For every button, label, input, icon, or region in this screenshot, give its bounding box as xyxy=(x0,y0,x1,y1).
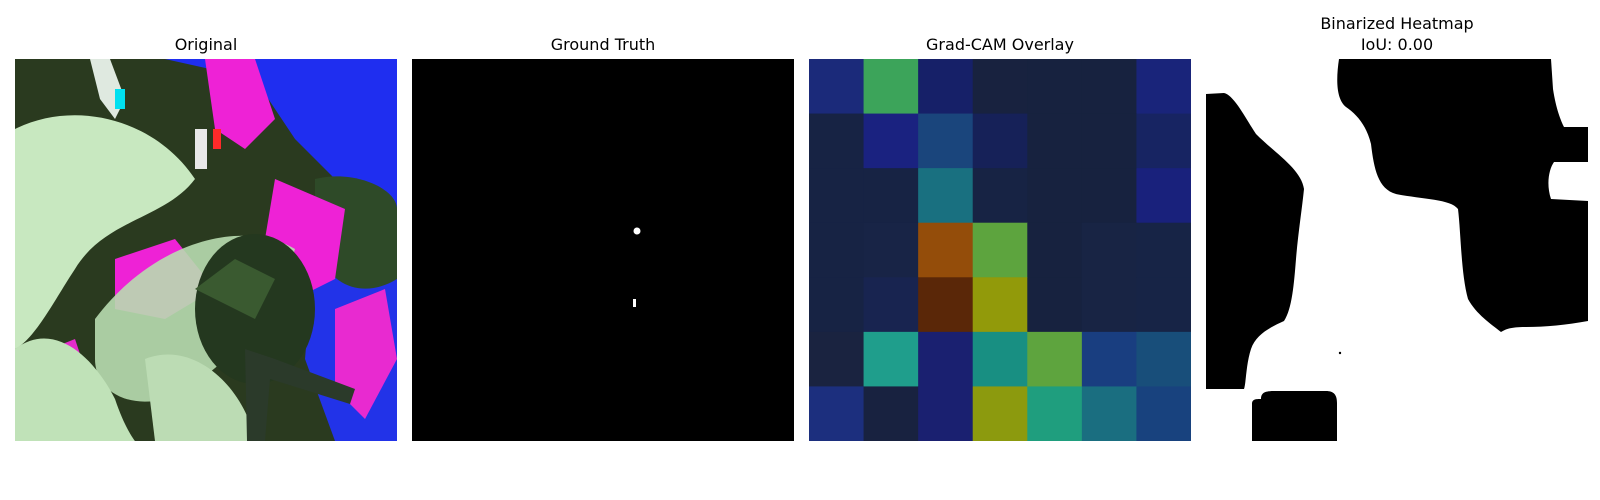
gradcam-cell xyxy=(918,331,974,387)
gradcam-cell xyxy=(1027,386,1083,441)
original-image xyxy=(15,59,397,441)
gradcam-cell xyxy=(863,386,919,441)
gradcam-cell xyxy=(809,386,865,441)
gradcam-cell xyxy=(863,113,919,169)
gradcam-overlay xyxy=(809,59,1191,441)
gradcam-cell xyxy=(918,386,974,441)
binarized-heatmap xyxy=(1206,59,1588,441)
gradcam-cell xyxy=(1136,386,1191,441)
gradcam-cell xyxy=(972,222,1028,278)
gradcam-cell xyxy=(1136,168,1191,224)
gradcam-cell xyxy=(809,331,865,387)
gradcam-cell xyxy=(918,277,974,333)
gradcam-cell xyxy=(1081,113,1137,169)
gradcam-cell xyxy=(809,59,865,115)
ground-truth-mask xyxy=(412,59,794,441)
gradcam-cell xyxy=(809,113,865,169)
gradcam-cell xyxy=(1136,277,1191,333)
gradcam-cell xyxy=(1027,168,1083,224)
gradcam-cell xyxy=(1081,386,1137,441)
gradcam-cell xyxy=(918,222,974,278)
panel-title-original: Original xyxy=(174,35,238,54)
gradcam-cell xyxy=(1081,277,1137,333)
gradcam-cell xyxy=(1081,222,1137,278)
gradcam-grid xyxy=(809,59,1191,441)
gradcam-cell xyxy=(863,59,919,115)
gradcam-cell xyxy=(863,277,919,333)
gradcam-cell xyxy=(863,222,919,278)
gradcam-cell xyxy=(1027,222,1083,278)
gradcam-cell xyxy=(972,168,1028,224)
gradcam-cell xyxy=(918,59,974,115)
panel-title-ground-truth: Ground Truth xyxy=(550,35,656,54)
gradcam-cell xyxy=(1027,277,1083,333)
gradcam-cell xyxy=(1027,113,1083,169)
panel-subtitle-iou: IoU: 0.00 xyxy=(1360,35,1434,54)
gradcam-cell xyxy=(972,331,1028,387)
gradcam-cell xyxy=(809,222,865,278)
gradcam-cell xyxy=(1027,331,1083,387)
gradcam-cell xyxy=(809,168,865,224)
gradcam-cell xyxy=(1136,331,1191,387)
gradcam-cell xyxy=(918,168,974,224)
gradcam-cell xyxy=(863,168,919,224)
panel-title-binarized-heatmap: Binarized Heatmap xyxy=(1320,14,1474,33)
gradcam-cell xyxy=(972,277,1028,333)
gradcam-cell xyxy=(1136,113,1191,169)
gradcam-cell xyxy=(972,59,1028,115)
gradcam-cell xyxy=(1081,331,1137,387)
gradcam-cell xyxy=(863,331,919,387)
gradcam-cell xyxy=(1081,168,1137,224)
gradcam-cell xyxy=(1081,59,1137,115)
gradcam-cell xyxy=(918,113,974,169)
gradcam-cell xyxy=(972,113,1028,169)
gradcam-cell xyxy=(972,386,1028,441)
gradcam-cell xyxy=(1136,222,1191,278)
gradcam-cell xyxy=(809,277,865,333)
gradcam-cell xyxy=(1136,59,1191,115)
gradcam-cell xyxy=(1027,59,1083,115)
panel-title-gradcam-overlay: Grad-CAM Overlay xyxy=(926,35,1074,54)
